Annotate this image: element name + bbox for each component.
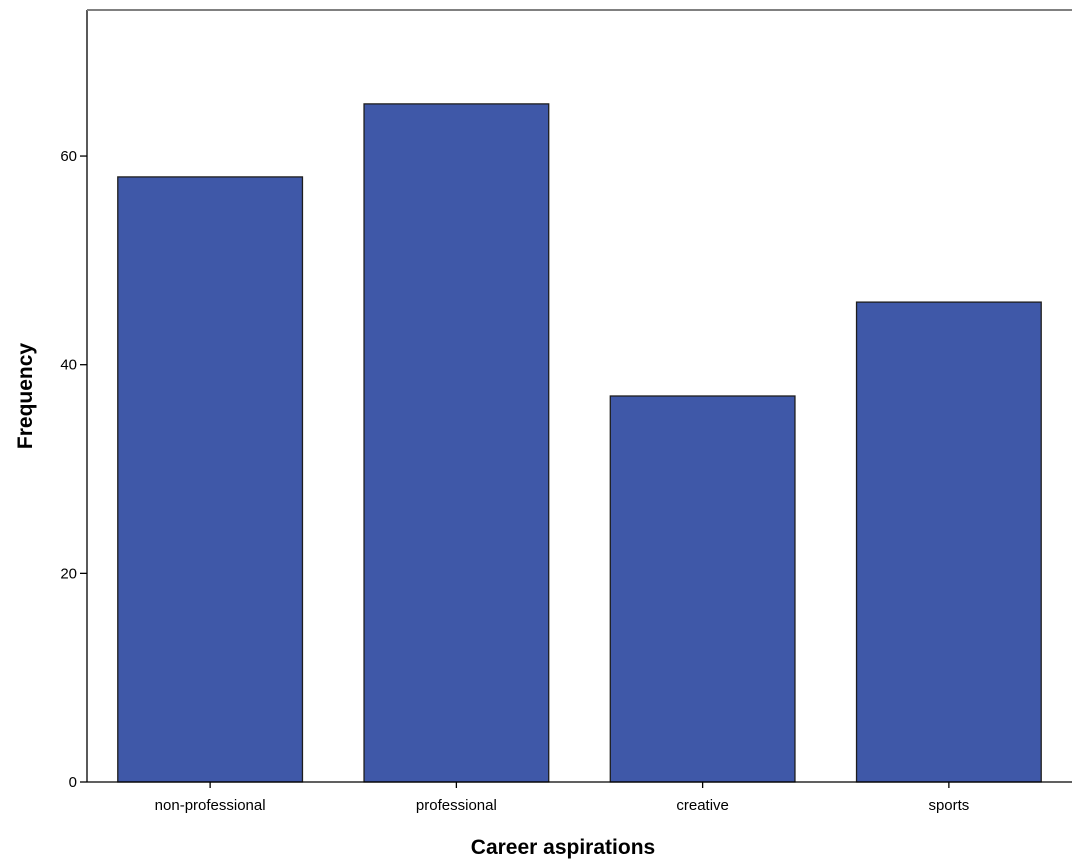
y-axis-title: Frequency [14, 343, 37, 450]
bar-non-professional [117, 176, 304, 783]
x-tick-label: non-professional [155, 797, 266, 814]
x-axis-title: Career aspirations [471, 836, 655, 859]
bar-creative [609, 395, 796, 783]
axes-layer [80, 9, 1072, 788]
x-tick-label: creative [676, 797, 729, 814]
y-tick-label: 60 [60, 148, 77, 165]
y-tick-label: 20 [60, 565, 77, 582]
bars-layer [117, 103, 1042, 783]
bar-professional [363, 103, 550, 783]
y-tick-label: 0 [69, 774, 77, 791]
x-tick-label: professional [416, 797, 497, 814]
y-tick-label: 40 [60, 357, 77, 374]
x-tick-label: sports [928, 797, 969, 814]
labels-layer: 0 20 40 60 non-professional professional creat… [60, 148, 969, 814]
bar-sports [855, 301, 1042, 783]
